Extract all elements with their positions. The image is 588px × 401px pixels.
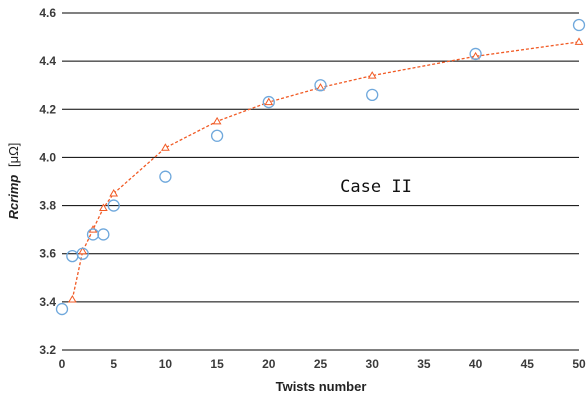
fit-triangle-marker xyxy=(161,143,170,151)
fit-triangle-marker xyxy=(78,246,88,255)
measured-circle-marker xyxy=(262,95,275,109)
y-axis-title-unit: [μΩ] xyxy=(6,143,21,167)
y-tick-label: 3.2 xyxy=(39,343,56,357)
fit-triangle-marker xyxy=(98,203,108,211)
x-tick-label: 5 xyxy=(110,357,117,371)
fit-triangle-marker xyxy=(67,294,77,303)
measured-circle-marker xyxy=(107,199,120,212)
x-tick-label: 40 xyxy=(469,357,483,371)
y-tick-label: 3.8 xyxy=(39,199,56,213)
fit-triangle-marker xyxy=(109,189,119,197)
x-tick-label: 50 xyxy=(572,357,586,371)
measured-circle-marker xyxy=(76,247,89,260)
fit-triangle-marker xyxy=(367,71,377,79)
x-tick-label: 45 xyxy=(521,357,535,371)
y-tick-label: 4.0 xyxy=(39,150,56,164)
fit-triangle-marker xyxy=(264,97,274,106)
fit-triangle-marker xyxy=(316,83,325,91)
x-axis-title: Twists number xyxy=(276,379,367,394)
case-annotation: Case II xyxy=(340,177,412,197)
x-tick-label: 35 xyxy=(417,357,431,371)
y-tick-label: 4.6 xyxy=(39,6,56,20)
x-tick-label: 0 xyxy=(59,357,66,371)
fit-line xyxy=(71,41,580,300)
y-tick-label: 3.4 xyxy=(39,295,56,309)
measured-circle-marker xyxy=(314,79,327,92)
measured-circle-marker xyxy=(210,129,224,142)
x-tick-label: 15 xyxy=(210,357,224,371)
fit-triangle-marker xyxy=(212,116,222,125)
measured-circle-marker xyxy=(366,88,379,101)
y-tick-label: 3.6 xyxy=(39,247,56,261)
fit-triangle-marker xyxy=(574,37,584,45)
measured-circle-marker xyxy=(55,302,69,316)
x-tick-label: 10 xyxy=(159,357,173,371)
measured-circle-marker xyxy=(97,228,110,241)
measured-circle-marker xyxy=(469,47,482,61)
y-axis-title-variable: Rcrimp xyxy=(6,175,21,220)
y-tick-label: 4.4 xyxy=(39,54,56,68)
measured-circle-marker xyxy=(159,170,172,183)
x-tick-label: 20 xyxy=(262,357,276,371)
tick-labels: 3.2 3.4 3.6 3.8 4.0 4.2 4.4 4.6 0 5 10 15 20 25 30 35 40… xyxy=(39,6,586,371)
y-tick-label: 4.2 xyxy=(39,102,56,116)
measured-circle-marker xyxy=(572,18,586,32)
measured-circle-marker xyxy=(66,249,79,263)
x-tick-label: 30 xyxy=(366,357,380,371)
y-axis-title: Rcrimp [μΩ] xyxy=(6,143,21,220)
measured-circle-marker xyxy=(86,228,100,241)
x-tick-label: 25 xyxy=(314,357,328,371)
gridlines xyxy=(62,12,579,351)
plot-area xyxy=(55,18,586,316)
